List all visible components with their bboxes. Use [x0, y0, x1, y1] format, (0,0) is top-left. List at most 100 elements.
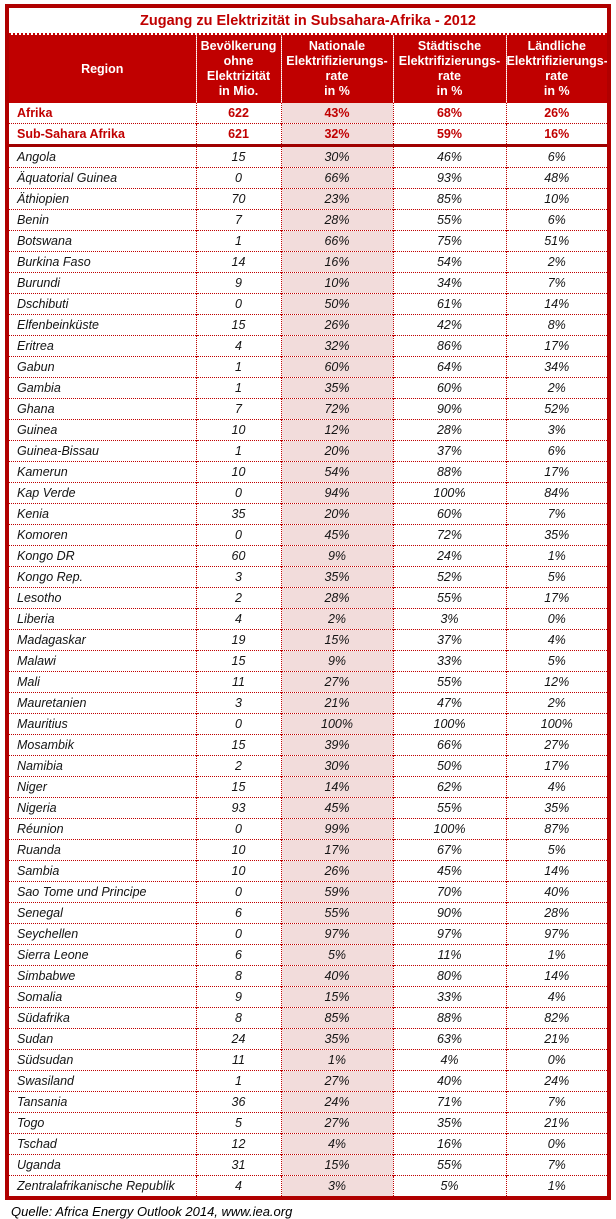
rural-rate-cell: 35%	[505, 524, 607, 546]
urban-rate-cell: 55%	[392, 797, 506, 819]
country-row: Seychellen 0 97% 97% 97%	[9, 923, 607, 945]
national-rate-cell: 55%	[280, 902, 393, 924]
rural-rate-cell: 2%	[505, 692, 607, 714]
urban-rate-cell: 97%	[392, 923, 506, 945]
urban-rate-cell: 63%	[392, 1028, 506, 1050]
region-cell: Benin	[9, 209, 196, 231]
population-cell: 14	[195, 251, 281, 273]
urban-rate-cell: 60%	[392, 377, 506, 399]
urban-rate-cell: 55%	[392, 1154, 506, 1176]
national-rate-cell: 12%	[280, 419, 393, 441]
region-cell: Burkina Faso	[9, 251, 196, 273]
country-row: Zentralafrikanische Republik 4 3% 5% 1%	[9, 1175, 607, 1196]
region-cell: Guinea-Bissau	[9, 440, 196, 462]
urban-rate-cell: 35%	[392, 1112, 506, 1134]
region-cell: Komoren	[9, 524, 196, 546]
population-cell: 10	[195, 860, 281, 882]
region-cell: Kongo Rep.	[9, 566, 196, 588]
urban-rate-cell: 4%	[392, 1049, 506, 1071]
national-rate-cell: 35%	[280, 566, 393, 588]
national-rate-cell: 45%	[280, 524, 393, 546]
population-cell: 1	[195, 230, 281, 252]
national-rate-cell: 54%	[280, 461, 393, 483]
country-row: Ghana 7 72% 90% 52%	[9, 398, 607, 420]
rural-rate-cell: 34%	[505, 356, 607, 378]
population-cell: 11	[195, 671, 281, 693]
rural-rate-cell: 4%	[505, 986, 607, 1008]
country-row: Kenia 35 20% 60% 7%	[9, 503, 607, 525]
region-cell: Senegal	[9, 902, 196, 924]
urban-rate-cell: 68%	[392, 103, 506, 124]
rural-rate-cell: 6%	[505, 145, 607, 168]
national-rate-cell: 30%	[280, 145, 393, 168]
rural-rate-cell: 14%	[505, 965, 607, 987]
national-rate-cell: 40%	[280, 965, 393, 987]
country-row: Lesotho 2 28% 55% 17%	[9, 587, 607, 609]
national-rate-cell: 21%	[280, 692, 393, 714]
rural-rate-cell: 2%	[505, 377, 607, 399]
region-cell: Nigeria	[9, 797, 196, 819]
urban-rate-cell: 55%	[392, 671, 506, 693]
urban-rate-cell: 61%	[392, 293, 506, 315]
rural-rate-cell: 28%	[505, 902, 607, 924]
table-body: Afrika 622 43% 68% 26% Sub-Sahara Afrika 621 32…	[9, 103, 607, 1196]
source-note: Quelle: Africa Energy Outlook 2014, www.…	[11, 1204, 293, 1219]
country-row: Madagaskar 19 15% 37% 4%	[9, 629, 607, 651]
urban-rate-cell: 64%	[392, 356, 506, 378]
rural-rate-cell: 14%	[505, 293, 607, 315]
region-cell: Sao Tome und Principe	[9, 881, 196, 903]
national-rate-cell: 59%	[280, 881, 393, 903]
region-cell: Dschibuti	[9, 293, 196, 315]
rural-rate-cell: 24%	[505, 1070, 607, 1092]
population-cell: 4	[195, 335, 281, 357]
country-row: Burkina Faso 14 16% 54% 2%	[9, 251, 607, 273]
national-rate-cell: 85%	[280, 1007, 393, 1029]
national-rate-cell: 2%	[280, 608, 393, 630]
region-cell: Mali	[9, 671, 196, 693]
population-cell: 6	[195, 902, 281, 924]
rural-rate-cell: 8%	[505, 314, 607, 336]
table-title: Zugang zu Elektrizität in Subsahara-Afri…	[9, 8, 607, 35]
region-cell: Kongo DR	[9, 545, 196, 567]
region-cell: Tansania	[9, 1091, 196, 1113]
national-rate-cell: 9%	[280, 650, 393, 672]
rural-rate-cell: 7%	[505, 1154, 607, 1176]
population-cell: 1	[195, 1070, 281, 1092]
national-rate-cell: 35%	[280, 1028, 393, 1050]
country-row: Dschibuti 0 50% 61% 14%	[9, 293, 607, 315]
population-cell: 2	[195, 587, 281, 609]
region-cell: Somalia	[9, 986, 196, 1008]
national-rate-cell: 26%	[280, 314, 393, 336]
region-cell: Namibia	[9, 755, 196, 777]
country-row: Gabun 1 60% 64% 34%	[9, 356, 607, 378]
region-cell: Zentralafrikanische Republik	[9, 1175, 196, 1196]
national-rate-cell: 32%	[280, 123, 393, 147]
country-row: Kongo DR 60 9% 24% 1%	[9, 545, 607, 567]
urban-rate-cell: 93%	[392, 167, 506, 189]
country-row: Sao Tome und Principe 0 59% 70% 40%	[9, 881, 607, 903]
population-cell: 621	[195, 123, 281, 147]
region-cell: Südafrika	[9, 1007, 196, 1029]
region-cell: Kap Verde	[9, 482, 196, 504]
rural-rate-cell: 16%	[505, 123, 607, 147]
national-rate-cell: 28%	[280, 587, 393, 609]
population-cell: 3	[195, 692, 281, 714]
summary-row: Sub-Sahara Afrika 621 32% 59% 16%	[9, 123, 607, 147]
region-cell: Kamerun	[9, 461, 196, 483]
rural-rate-cell: 14%	[505, 860, 607, 882]
col-header-region: Region	[9, 35, 196, 103]
national-rate-cell: 17%	[280, 839, 393, 861]
region-cell: Togo	[9, 1112, 196, 1134]
region-cell: Botswana	[9, 230, 196, 252]
population-cell: 3	[195, 566, 281, 588]
national-rate-cell: 99%	[280, 818, 393, 840]
country-row: Réunion 0 99% 100% 87%	[9, 818, 607, 840]
rural-rate-cell: 1%	[505, 944, 607, 966]
country-row: Komoren 0 45% 72% 35%	[9, 524, 607, 546]
region-cell: Äthiopien	[9, 188, 196, 210]
national-rate-cell: 45%	[280, 797, 393, 819]
rural-rate-cell: 26%	[505, 103, 607, 124]
region-cell: Niger	[9, 776, 196, 798]
urban-rate-cell: 70%	[392, 881, 506, 903]
region-cell: Kenia	[9, 503, 196, 525]
